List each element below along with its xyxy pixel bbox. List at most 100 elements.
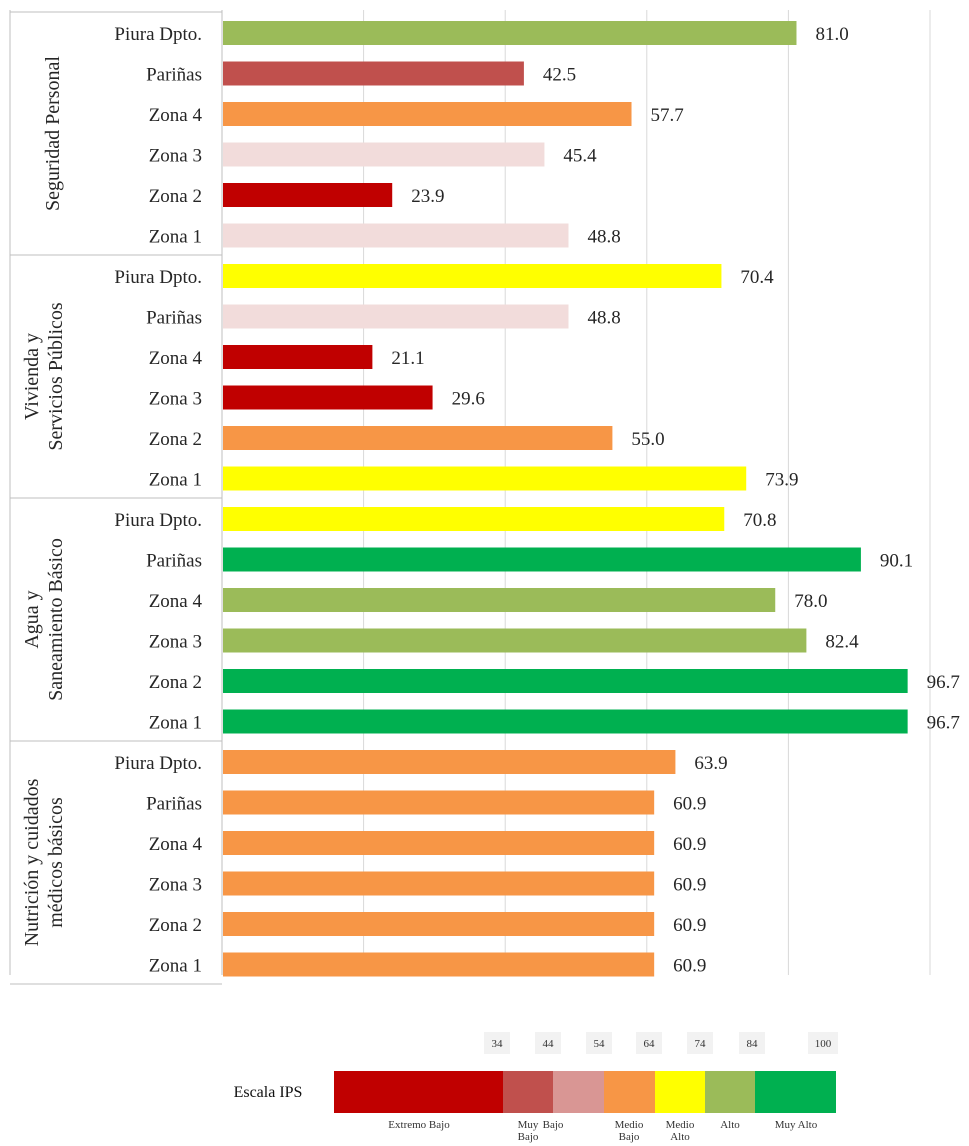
scale-title: Escala IPS bbox=[234, 1084, 303, 1101]
scale-band-label: Alto bbox=[720, 1119, 740, 1131]
category-label: Zona 4 bbox=[149, 348, 203, 369]
category-label: Zona 1 bbox=[149, 956, 202, 977]
value-label: 45.4 bbox=[563, 146, 597, 167]
category-label: Piura Dpto. bbox=[114, 267, 202, 288]
category-label: Piura Dpto. bbox=[114, 753, 202, 774]
scale-band bbox=[334, 1071, 503, 1113]
bar bbox=[223, 264, 722, 288]
category-label: Zona 1 bbox=[149, 227, 202, 248]
bar bbox=[223, 547, 861, 572]
category-label: Zona 3 bbox=[149, 389, 202, 410]
group-label: Vivienda y Servicios Públicos bbox=[21, 302, 67, 451]
value-label: 48.8 bbox=[588, 308, 621, 329]
bar bbox=[223, 426, 613, 450]
scale-band bbox=[755, 1071, 836, 1113]
scale-tick-box bbox=[687, 1032, 713, 1054]
scale-tick-box bbox=[808, 1032, 838, 1054]
category-label: Zona 1 bbox=[149, 470, 202, 491]
category-label: Zona 4 bbox=[149, 834, 203, 855]
bar bbox=[223, 790, 655, 815]
value-label: 29.6 bbox=[452, 389, 485, 410]
category-label: Pariñas bbox=[146, 551, 202, 572]
bar bbox=[223, 750, 676, 774]
scale-tick-label: 74 bbox=[695, 1038, 707, 1050]
scale-band-label: Bajo bbox=[543, 1119, 564, 1131]
scale-tick-label: 64 bbox=[644, 1038, 656, 1050]
value-label: 60.9 bbox=[673, 794, 706, 815]
scale-band bbox=[604, 1071, 655, 1113]
bar bbox=[223, 102, 632, 126]
category-label: Zona 2 bbox=[149, 672, 202, 693]
scale-band-label: Medio Bajo bbox=[615, 1119, 644, 1143]
group-label: Agua y Saneamiento Básico bbox=[21, 538, 67, 701]
category-label: Pariñas bbox=[146, 794, 202, 815]
scale-tick-box bbox=[739, 1032, 765, 1054]
bar bbox=[223, 183, 393, 207]
value-label: 60.9 bbox=[673, 915, 706, 936]
scale-band-label: Medio Alto bbox=[666, 1119, 695, 1143]
value-label: 82.4 bbox=[825, 632, 859, 653]
category-label: Zona 2 bbox=[149, 186, 202, 207]
category-label: Zona 4 bbox=[149, 105, 203, 126]
scale-band bbox=[503, 1071, 553, 1113]
value-label: 96.7 bbox=[927, 713, 960, 734]
category-label: Pariñas bbox=[146, 65, 202, 86]
scale-tick-box bbox=[484, 1032, 510, 1054]
scale-tick-label: 100 bbox=[815, 1038, 832, 1050]
bar bbox=[223, 952, 655, 977]
category-label: Pariñas bbox=[146, 308, 202, 329]
bar bbox=[223, 831, 655, 855]
bar bbox=[223, 304, 569, 329]
value-label: 90.1 bbox=[880, 551, 913, 572]
scale-band bbox=[655, 1071, 705, 1113]
value-label: 78.0 bbox=[794, 591, 827, 612]
scale-tick-label: 84 bbox=[747, 1038, 759, 1050]
category-label: Piura Dpto. bbox=[114, 24, 202, 45]
value-label: 23.9 bbox=[411, 186, 444, 207]
category-label: Zona 3 bbox=[149, 632, 202, 653]
category-label: Zona 2 bbox=[149, 429, 202, 450]
bar bbox=[223, 871, 655, 896]
value-label: 70.4 bbox=[740, 267, 774, 288]
value-label: 42.5 bbox=[543, 65, 576, 86]
bar bbox=[223, 507, 725, 531]
scale-tick-label: 34 bbox=[492, 1038, 504, 1050]
value-label: 63.9 bbox=[694, 753, 727, 774]
bar bbox=[223, 709, 908, 734]
category-label: Zona 2 bbox=[149, 915, 202, 936]
scale-tick-box bbox=[586, 1032, 612, 1054]
category-label: Zona 3 bbox=[149, 146, 202, 167]
value-label: 70.8 bbox=[743, 510, 776, 531]
scale-band bbox=[705, 1071, 755, 1113]
group-label: Seguridad Personal bbox=[42, 56, 64, 211]
bar bbox=[223, 669, 908, 693]
bar bbox=[223, 142, 545, 167]
scale-band-label: Extremo Bajo bbox=[388, 1119, 450, 1131]
scale-tick-box bbox=[535, 1032, 561, 1054]
category-label: Zona 4 bbox=[149, 591, 203, 612]
category-label: Piura Dpto. bbox=[114, 510, 202, 531]
scale-band-label: Muy Bajo bbox=[518, 1119, 539, 1143]
bar bbox=[223, 61, 524, 86]
value-label: 60.9 bbox=[673, 834, 706, 855]
scale-band bbox=[553, 1071, 604, 1113]
bar bbox=[223, 912, 655, 936]
bar bbox=[223, 21, 797, 45]
value-label: 96.7 bbox=[927, 672, 960, 693]
value-label: 60.9 bbox=[673, 956, 706, 977]
scale-tick-box bbox=[636, 1032, 662, 1054]
bar bbox=[223, 466, 747, 491]
scale-tick-label: 54 bbox=[594, 1038, 606, 1050]
bar bbox=[223, 345, 373, 369]
category-label: Zona 1 bbox=[149, 713, 202, 734]
scale-tick-label: 44 bbox=[543, 1038, 555, 1050]
category-label: Zona 3 bbox=[149, 875, 202, 896]
value-label: 73.9 bbox=[765, 470, 798, 491]
value-label: 81.0 bbox=[815, 24, 848, 45]
bar bbox=[223, 588, 776, 612]
value-label: 55.0 bbox=[631, 429, 664, 450]
value-label: 57.7 bbox=[651, 105, 684, 126]
bar bbox=[223, 628, 807, 653]
scale-band-label: Muy Alto bbox=[775, 1119, 818, 1131]
